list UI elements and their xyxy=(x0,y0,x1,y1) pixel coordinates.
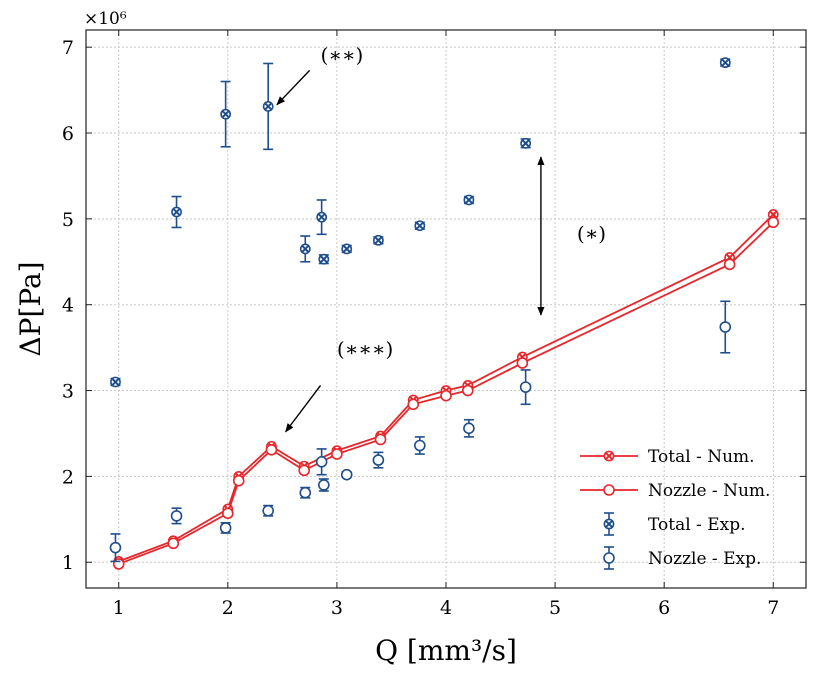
nozzle-num-point xyxy=(723,258,736,271)
legend-entry-total-exp: Total - Exp. xyxy=(603,512,746,536)
legend-marker xyxy=(603,552,615,564)
nozzle-exp-point xyxy=(299,486,312,499)
nozzle-exp-point xyxy=(719,321,732,333)
y-tick-label: 5 xyxy=(62,209,74,231)
y-axis-label: ΔP[Pa] xyxy=(14,261,47,356)
data-series xyxy=(109,57,780,570)
series-total-exp xyxy=(110,57,731,388)
annotation-label-star: (∗) xyxy=(577,221,606,245)
legend-label: Nozzle - Exp. xyxy=(648,549,761,569)
nozzle-num-point xyxy=(222,507,234,520)
total-exp-point xyxy=(220,108,232,120)
y-tick-label: 1 xyxy=(62,552,74,574)
nozzle-num-point xyxy=(516,357,529,369)
total-exp-point xyxy=(341,243,353,255)
nozzle-num-point xyxy=(407,398,420,411)
axis-ticks: 1 2 3 4 5 6 7 1 2 3 4 5 6 7 xyxy=(62,30,806,619)
nozzle-exp-point xyxy=(414,439,426,452)
x-tick-label: 4 xyxy=(440,597,452,619)
total-exp-point xyxy=(110,376,121,388)
legend-entry-nozzle-num: Nozzle - Num. xyxy=(580,481,770,501)
nozzle-num-point xyxy=(232,474,245,487)
nozzle-exp-point xyxy=(318,479,330,491)
annotation-arrow-double-star xyxy=(276,69,311,106)
annotations: (∗∗) (∗∗∗) (∗) xyxy=(276,43,606,433)
nozzle-num-point xyxy=(331,448,343,460)
nozzle-exp-point xyxy=(219,522,232,534)
annotation-label-triple-star: (∗∗∗) xyxy=(337,337,393,361)
total-num-line xyxy=(118,213,774,563)
legend-label: Nozzle - Num. xyxy=(648,481,770,501)
annotation-label-double-star: (∗∗) xyxy=(321,43,364,67)
nozzle-exp-point xyxy=(109,541,122,554)
series-nozzle-exp xyxy=(109,300,732,563)
legend-entry-nozzle-exp: Nozzle - Exp. xyxy=(603,546,761,570)
y-tick-label: 4 xyxy=(62,295,74,317)
nozzle-exp-point xyxy=(463,422,475,435)
total-exp-point xyxy=(463,194,475,206)
annotation-arrow-triple-star xyxy=(285,384,322,433)
total-exp-point xyxy=(171,206,182,218)
nozzle-num-point xyxy=(767,216,780,229)
plot-area-frame xyxy=(85,29,807,589)
legend-marker xyxy=(603,450,615,462)
y-axis-multiplier: ×10⁶ xyxy=(84,9,127,29)
total-exp-point xyxy=(719,57,731,69)
nozzle-num-point xyxy=(374,433,387,446)
total-exp-point xyxy=(262,101,274,112)
nozzle-num-point xyxy=(462,384,474,397)
total-exp-point xyxy=(318,253,330,265)
nozzle-exp-point xyxy=(315,456,328,468)
legend-marker xyxy=(603,518,615,530)
nozzle-exp-point xyxy=(519,381,532,393)
y-tick-label: 3 xyxy=(62,381,74,403)
legend: Total - Num. Nozzle - Num. Total - Exp. Noz… xyxy=(580,447,770,570)
y-tick-label: 2 xyxy=(62,466,74,488)
nozzle-num-point xyxy=(440,389,452,402)
nozzle-num-point xyxy=(167,537,180,550)
x-tick-label: 6 xyxy=(658,597,670,619)
nozzle-exp-point xyxy=(262,504,274,517)
nozzle-exp-point xyxy=(372,454,385,466)
x-tick-label: 7 xyxy=(767,597,779,619)
nozzle-exp-point xyxy=(340,468,353,481)
nozzle-num-point xyxy=(298,464,310,477)
grid xyxy=(86,30,806,588)
legend-label: Total - Exp. xyxy=(648,515,746,535)
total-exp-point xyxy=(299,243,311,255)
series-nozzle-num xyxy=(112,216,780,570)
nozzle-exp-point xyxy=(170,510,183,522)
axis-labels: ×10⁶ Q [mm³/s] ΔP[Pa] xyxy=(14,9,517,667)
legend-entry-total-num: Total - Num. xyxy=(580,447,755,467)
total-exp-point xyxy=(316,211,328,223)
legend-marker xyxy=(603,484,615,496)
legend-label: Total - Num. xyxy=(648,447,755,467)
x-tick-label: 3 xyxy=(331,597,343,619)
y-tick-label: 6 xyxy=(62,123,74,145)
x-axis-label: Q [mm³/s] xyxy=(375,634,517,667)
x-tick-label: 1 xyxy=(113,597,125,619)
x-tick-label: 5 xyxy=(549,597,561,619)
total-exp-point xyxy=(520,137,532,149)
x-tick-label: 2 xyxy=(222,597,234,619)
nozzle-num-point xyxy=(265,443,278,456)
total-exp-point xyxy=(372,234,384,246)
total-exp-point xyxy=(414,220,426,232)
y-tick-label: 7 xyxy=(62,37,74,59)
